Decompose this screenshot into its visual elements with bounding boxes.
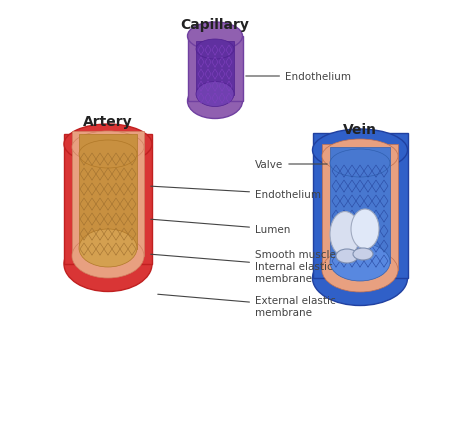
- Ellipse shape: [196, 40, 234, 60]
- Text: Vein: Vein: [343, 123, 377, 137]
- Ellipse shape: [188, 84, 243, 119]
- Ellipse shape: [322, 140, 398, 174]
- Bar: [322, 145, 398, 270]
- Bar: [196, 42, 234, 96]
- Text: Valve: Valve: [255, 160, 327, 170]
- Ellipse shape: [72, 234, 144, 278]
- Ellipse shape: [196, 82, 234, 107]
- Ellipse shape: [351, 210, 379, 250]
- Text: Endothelium: Endothelium: [151, 187, 321, 200]
- Ellipse shape: [72, 132, 144, 164]
- Ellipse shape: [330, 212, 360, 257]
- Ellipse shape: [330, 150, 390, 178]
- Bar: [79, 135, 137, 250]
- Bar: [330, 148, 390, 263]
- Bar: [188, 37, 243, 102]
- Ellipse shape: [336, 250, 358, 263]
- Text: Smooth muscle
Internal elastic
membrane: Smooth muscle Internal elastic membrane: [151, 250, 336, 283]
- Ellipse shape: [79, 230, 137, 267]
- Ellipse shape: [188, 23, 243, 51]
- Bar: [64, 135, 152, 264]
- Ellipse shape: [330, 243, 390, 281]
- Ellipse shape: [79, 141, 137, 169]
- Ellipse shape: [312, 130, 408, 171]
- Ellipse shape: [312, 251, 408, 306]
- Text: Endothelium: Endothelium: [246, 72, 351, 82]
- Ellipse shape: [322, 248, 398, 293]
- Text: External elastic
membrane: External elastic membrane: [158, 295, 336, 317]
- Ellipse shape: [353, 248, 373, 260]
- Text: Artery: Artery: [83, 115, 133, 129]
- Ellipse shape: [64, 125, 152, 164]
- Ellipse shape: [64, 237, 152, 292]
- Bar: [313, 134, 408, 278]
- Text: Capillary: Capillary: [181, 18, 249, 32]
- Bar: [72, 132, 144, 256]
- Text: Lumen: Lumen: [151, 220, 291, 234]
